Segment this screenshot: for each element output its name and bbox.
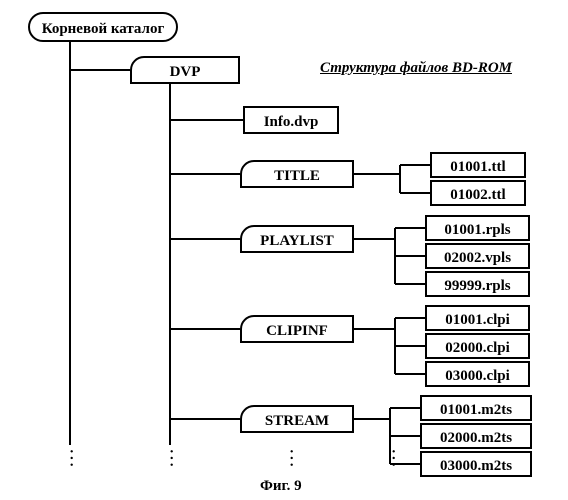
file-s3: 03000.m2ts — [420, 451, 532, 477]
directory-stream: STREAM — [240, 405, 354, 433]
file-c1: 01001.clpi — [425, 305, 530, 331]
directory-dvp: DVP — [130, 56, 240, 84]
file-t2: 01002.ttl — [430, 180, 526, 206]
ellipsis-dots: ··· — [288, 448, 293, 468]
directory-title: TITLE — [240, 160, 354, 188]
diagram-title: Структура файлов BD-ROM — [320, 60, 512, 77]
file-p2: 02002.vpls — [425, 243, 530, 269]
figure-caption: Фиг. 9 — [260, 478, 302, 495]
file-info: Info.dvp — [243, 106, 339, 134]
file-c3: 03000.clpi — [425, 361, 530, 387]
ellipsis-dots: ··· — [68, 448, 73, 468]
directory-clipinf: CLIPINF — [240, 315, 354, 343]
file-p3: 99999.rpls — [425, 271, 530, 297]
file-p1: 01001.rpls — [425, 215, 530, 241]
file-s2: 02000.m2ts — [420, 423, 532, 449]
directory-playlist: PLAYLIST — [240, 225, 354, 253]
file-s1: 01001.m2ts — [420, 395, 532, 421]
file-c2: 02000.clpi — [425, 333, 530, 359]
ellipsis-dots: ··· — [168, 448, 173, 468]
file-t1: 01001.ttl — [430, 152, 526, 178]
root-directory: Корневой каталог — [28, 12, 178, 42]
ellipsis-dots: ··· — [390, 448, 395, 468]
